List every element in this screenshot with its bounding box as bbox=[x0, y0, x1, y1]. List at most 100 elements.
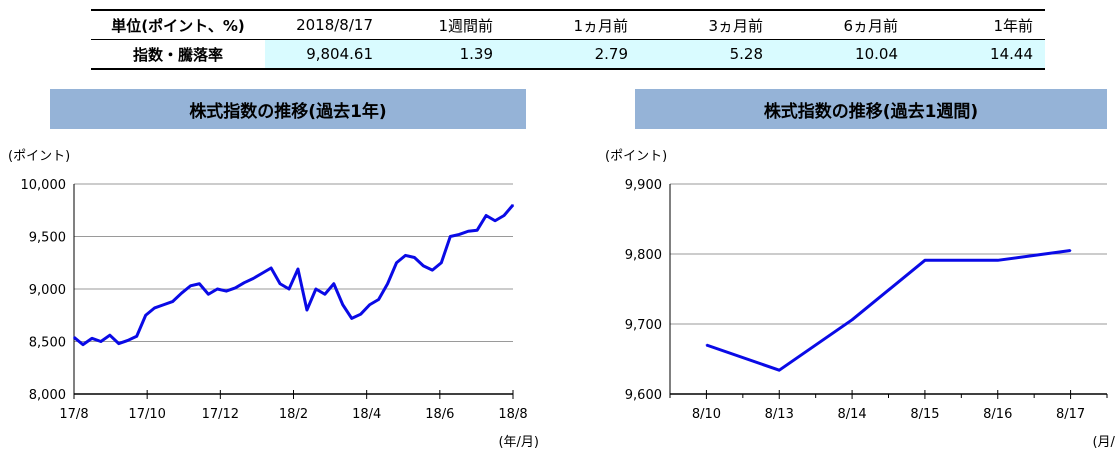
row-label: 指数・騰落率 bbox=[91, 39, 265, 70]
data-point bbox=[315, 288, 317, 290]
y-tick-label: 8,000 bbox=[29, 388, 66, 403]
series-line bbox=[705, 249, 1071, 372]
x-tick-label: 8/10 bbox=[692, 407, 721, 422]
data-point bbox=[924, 259, 926, 262]
value-cell-6month: 10.04 bbox=[775, 39, 910, 70]
data-point bbox=[359, 313, 362, 316]
data-point bbox=[126, 339, 129, 342]
value-cell-index: 9,804.61 bbox=[265, 39, 385, 70]
data-point bbox=[431, 269, 434, 271]
data-point bbox=[386, 282, 389, 285]
x-unit-label: (年/月) bbox=[498, 435, 539, 450]
x-tick-label: 8/14 bbox=[837, 407, 866, 422]
header-cell-date: 2018/8/17 bbox=[265, 10, 385, 40]
data-point bbox=[503, 214, 505, 217]
y-tick-label: 9,700 bbox=[625, 318, 662, 333]
data-point bbox=[109, 334, 111, 337]
x-tick-label: 17/12 bbox=[202, 407, 239, 422]
chart-title-1year: 株式指数の推移(過去1年) bbox=[50, 89, 526, 129]
data-point bbox=[135, 335, 138, 338]
table-header-row: 単位(ポイント、%) 2018/8/17 1週間前 1ヵ月前 3ヵ月前 6ヵ月前… bbox=[91, 10, 1045, 40]
data-point bbox=[467, 230, 470, 233]
data-point bbox=[216, 288, 219, 290]
header-cell-1month: 1ヵ月前 bbox=[505, 10, 640, 40]
data-point bbox=[341, 303, 344, 306]
y-tick-label: 10,000 bbox=[21, 178, 67, 193]
data-point bbox=[395, 261, 398, 264]
line-chart-1year: 10,000 9,500 9,000 8,500 8,000 17/8 17/10 17/12… bbox=[8, 149, 539, 450]
header-cell-3month: 3ヵ月前 bbox=[640, 10, 775, 40]
data-point bbox=[144, 314, 147, 317]
value-cell-3month: 5.28 bbox=[640, 39, 775, 70]
y-tick-label: 9,000 bbox=[29, 283, 66, 298]
data-point bbox=[243, 281, 246, 284]
data-point bbox=[476, 229, 478, 231]
data-point bbox=[851, 319, 853, 321]
header-cell-unit: 単位(ポイント、%) bbox=[91, 10, 265, 40]
x-tick-label: 18/4 bbox=[352, 407, 381, 422]
y-tick-label: 8,500 bbox=[29, 336, 66, 351]
data-point bbox=[512, 204, 514, 206]
data-point bbox=[91, 337, 93, 340]
data-point bbox=[996, 259, 999, 262]
data-point bbox=[153, 307, 156, 309]
data-point bbox=[225, 290, 228, 292]
data-point bbox=[171, 300, 174, 303]
line-chart-1week: 9,900 9,800 9,700 9,600 8/10 8/13 8/14 8/15 8/16… bbox=[605, 149, 1117, 450]
y-unit-label: (ポイント) bbox=[8, 149, 70, 164]
summary-table: 単位(ポイント、%) 2018/8/17 1週間前 1ヵ月前 3ヵ月前 6ヵ月前… bbox=[91, 9, 1045, 70]
data-point bbox=[279, 282, 281, 285]
data-point bbox=[422, 265, 425, 267]
y-tick-label: 9,900 bbox=[625, 178, 662, 193]
x-tick-label: 8/16 bbox=[983, 407, 1012, 422]
data-point bbox=[73, 336, 75, 339]
header-cell-1year: 1年前 bbox=[910, 10, 1045, 40]
x-unit-label: (月/日) bbox=[1092, 435, 1117, 450]
data-point bbox=[198, 282, 201, 285]
data-point bbox=[333, 282, 335, 285]
data-point bbox=[485, 214, 487, 217]
x-tick-label: 18/2 bbox=[279, 407, 308, 422]
data-point bbox=[1069, 249, 1072, 252]
y-unit-label: (ポイント) bbox=[605, 149, 667, 164]
data-point bbox=[449, 235, 452, 238]
x-tick-label: 8/15 bbox=[910, 407, 939, 422]
header-cell-6month: 6ヵ月前 bbox=[775, 10, 910, 40]
data-point bbox=[377, 298, 380, 301]
data-point bbox=[288, 288, 290, 290]
header-cell-1week: 1週間前 bbox=[385, 10, 505, 40]
data-point bbox=[413, 256, 416, 259]
data-point bbox=[440, 261, 443, 264]
data-point bbox=[82, 343, 84, 346]
data-point bbox=[705, 344, 708, 346]
data-point bbox=[189, 285, 192, 287]
x-tick-label: 17/10 bbox=[128, 407, 165, 422]
data-point bbox=[180, 292, 183, 295]
data-point bbox=[270, 267, 272, 269]
data-point bbox=[494, 219, 496, 222]
data-point bbox=[207, 293, 210, 296]
series-line bbox=[73, 204, 515, 347]
data-point bbox=[252, 277, 254, 280]
table-row: 指数・騰落率 9,804.61 1.39 2.79 5.28 10.04 14.… bbox=[91, 39, 1045, 70]
data-point bbox=[162, 303, 165, 306]
data-point bbox=[117, 342, 120, 345]
data-point bbox=[368, 303, 371, 306]
data-point bbox=[306, 309, 308, 311]
data-point bbox=[234, 287, 237, 289]
data-point bbox=[404, 254, 407, 257]
x-tick-label: 18/6 bbox=[425, 407, 454, 422]
chart-title-1week: 株式指数の推移(過去1週間) bbox=[635, 89, 1107, 129]
y-tick-label: 9,800 bbox=[625, 248, 662, 263]
x-tick-label: 8/13 bbox=[765, 407, 794, 422]
y-tick-label: 9,500 bbox=[29, 231, 66, 246]
x-tick-label: 8/17 bbox=[1056, 407, 1085, 422]
x-tick-label: 17/8 bbox=[59, 407, 88, 422]
data-point bbox=[100, 340, 102, 343]
data-point bbox=[261, 272, 263, 275]
value-cell-1week: 1.39 bbox=[385, 39, 505, 70]
data-point bbox=[778, 369, 781, 372]
y-tick-label: 9,600 bbox=[625, 388, 662, 403]
x-tick-label: 18/8 bbox=[498, 407, 527, 422]
